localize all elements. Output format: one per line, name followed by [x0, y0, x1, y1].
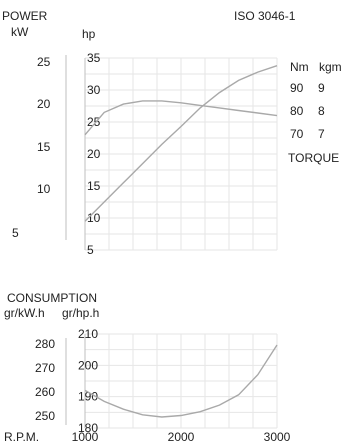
kgm-axis-label: kgm — [319, 60, 342, 74]
kw-axis-label: kW — [11, 25, 29, 39]
power-title: POWER — [2, 9, 48, 23]
rpm-tick-label: 2000 — [168, 430, 195, 444]
gr-hph-tick-label: 200 — [78, 358, 98, 372]
torque-tick-kgm-7: 7 — [318, 127, 325, 141]
rpm-axis-label: R.P.M. — [4, 430, 39, 444]
hp-tick-label: 5 — [87, 243, 94, 257]
hp-tick-label: 25 — [87, 115, 101, 129]
nm-axis-label: Nm — [290, 60, 309, 74]
gr-hph-tick-label: 190 — [78, 390, 98, 404]
power-grid — [65, 55, 278, 251]
hp-tick-label: 10 — [87, 211, 101, 225]
gr-hph-tick-label: 210 — [78, 327, 98, 341]
kw-tick-10: 10 — [37, 182, 51, 196]
gr-kwh-axis-label: gr/kW.h — [4, 306, 45, 320]
torque-tick-nm-70: 70 — [290, 127, 304, 141]
hp-tick-label: 35 — [87, 51, 101, 65]
gr-hph-ticks: 180 190 200 210 — [78, 327, 98, 435]
hp-ticks: 5 10 15 20 25 30 35 — [87, 51, 101, 257]
torque-tick-kgm-8: 8 — [318, 104, 325, 118]
rpm-ticks: 1000 2000 3000 — [72, 430, 291, 444]
hp-tick-label: 15 — [87, 179, 101, 193]
torque-curve — [84, 100, 278, 136]
hp-tick-label: 20 — [87, 147, 101, 161]
gkwh-tick-250: 250 — [35, 409, 55, 423]
torque-tick-nm-80: 80 — [290, 104, 304, 118]
power-curves — [84, 65, 278, 222]
gr-hph-axis-label: gr/hp.h — [62, 306, 99, 320]
hp-axis-label: hp — [82, 27, 96, 41]
consumption-title: CONSUMPTION — [7, 291, 97, 305]
kw-tick-15: 15 — [37, 140, 51, 154]
kw-tick-25: 25 — [37, 55, 51, 69]
consumption-curve — [84, 344, 278, 418]
consumption-curves — [84, 344, 278, 418]
gr-hph-tick-label: 180 — [78, 421, 98, 435]
power-curve — [84, 65, 278, 222]
torque-tick-kgm-9: 9 — [318, 81, 325, 95]
kw-tick-20: 20 — [37, 97, 51, 111]
gkwh-tick-260: 260 — [35, 385, 55, 399]
rpm-tick-label: 3000 — [264, 430, 291, 444]
kw-tick-5: 5 — [12, 226, 19, 240]
gkwh-tick-280: 280 — [35, 337, 55, 351]
consumption-grid — [65, 333, 278, 429]
gkwh-tick-270: 270 — [35, 361, 55, 375]
rpm-tick-label: 1000 — [72, 430, 99, 444]
iso-label: ISO 3046-1 — [234, 9, 296, 23]
torque-tick-nm-90: 90 — [290, 81, 304, 95]
hp-tick-label: 30 — [87, 83, 101, 97]
torque-title: TORQUE — [288, 151, 339, 165]
